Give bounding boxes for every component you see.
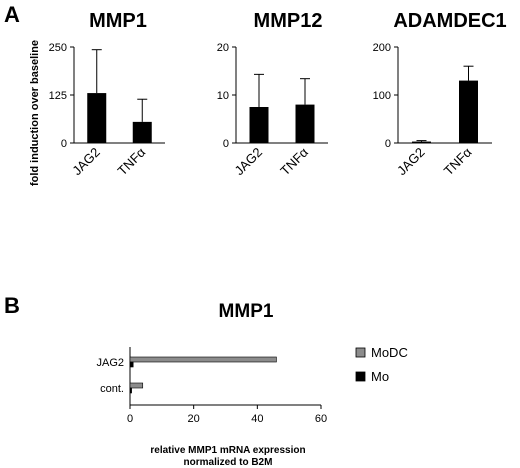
bar-mo: [129, 387, 132, 394]
x-tick-label: 60: [315, 413, 327, 425]
x-category-label: JAG2: [69, 145, 103, 179]
bar: [295, 104, 315, 143]
chart-title: MMP1: [89, 10, 147, 32]
x-tick-label: 40: [251, 413, 263, 425]
bar: [249, 107, 269, 143]
y-tick-label: 20: [217, 42, 229, 54]
bar-mo: [129, 361, 134, 368]
y-category-label: cont.: [100, 383, 124, 395]
x-axis-label-line: relative MMP1 mRNA expression: [150, 445, 305, 456]
x-category-label: TNFα: [115, 144, 149, 178]
bar: [459, 80, 478, 143]
x-category-label: TNFα: [277, 144, 311, 178]
bar: [412, 141, 431, 143]
panel-letter-b: B: [4, 293, 20, 318]
y-tick-label: 10: [217, 90, 229, 102]
x-axis-label-line: normalized to B2M: [184, 457, 273, 468]
legend-label: Mo: [371, 369, 389, 384]
chart-mmp1: MMP1 0 125 250 JAG2 TNFα fold induction over b…: [29, 10, 165, 186]
y-tick-label: 0: [61, 138, 67, 150]
x-tick-label: 20: [188, 413, 200, 425]
x-tick-label: 0: [127, 413, 133, 425]
chart-mmp12: MMP12 0 10 20 JAG2 TNFα: [217, 10, 328, 178]
y-tick-label: 100: [373, 90, 391, 102]
panel-letter-a: A: [4, 2, 20, 27]
legend-label: MoDC: [371, 345, 408, 360]
legend-swatch: [355, 371, 366, 382]
bar-modc: [129, 382, 144, 389]
legend-swatch: [355, 347, 366, 358]
y-tick-label: 125: [49, 90, 67, 102]
bar-modc: [129, 356, 277, 363]
chart-mmp1-expression: MMP1 0 20 40 60 JAG2 cont. MoDC Mo relative MMP1 …: [96, 301, 407, 468]
x-category-label: JAG2: [232, 145, 266, 179]
y-category-label: JAG2: [96, 357, 124, 369]
x-category-label: TNFα: [441, 144, 475, 178]
y-axis-label: fold induction over baseline: [29, 40, 41, 186]
bar: [87, 93, 107, 143]
y-tick-label: 250: [49, 42, 67, 54]
x-axis-label: relative MMP1 mRNA expression normalized …: [150, 445, 305, 468]
bar: [132, 121, 152, 143]
chart-adamdec1: ADAMDEC1 0 100 200 JAG2 TNFα: [373, 10, 507, 178]
chart-title: MMP1: [219, 301, 274, 322]
x-category-label: JAG2: [394, 145, 428, 179]
chart-title: MMP12: [254, 10, 323, 32]
y-tick-label: 200: [373, 42, 391, 54]
y-tick-label: 0: [385, 138, 391, 150]
y-tick-label: 0: [223, 138, 229, 150]
chart-title: ADAMDEC1: [393, 10, 506, 32]
